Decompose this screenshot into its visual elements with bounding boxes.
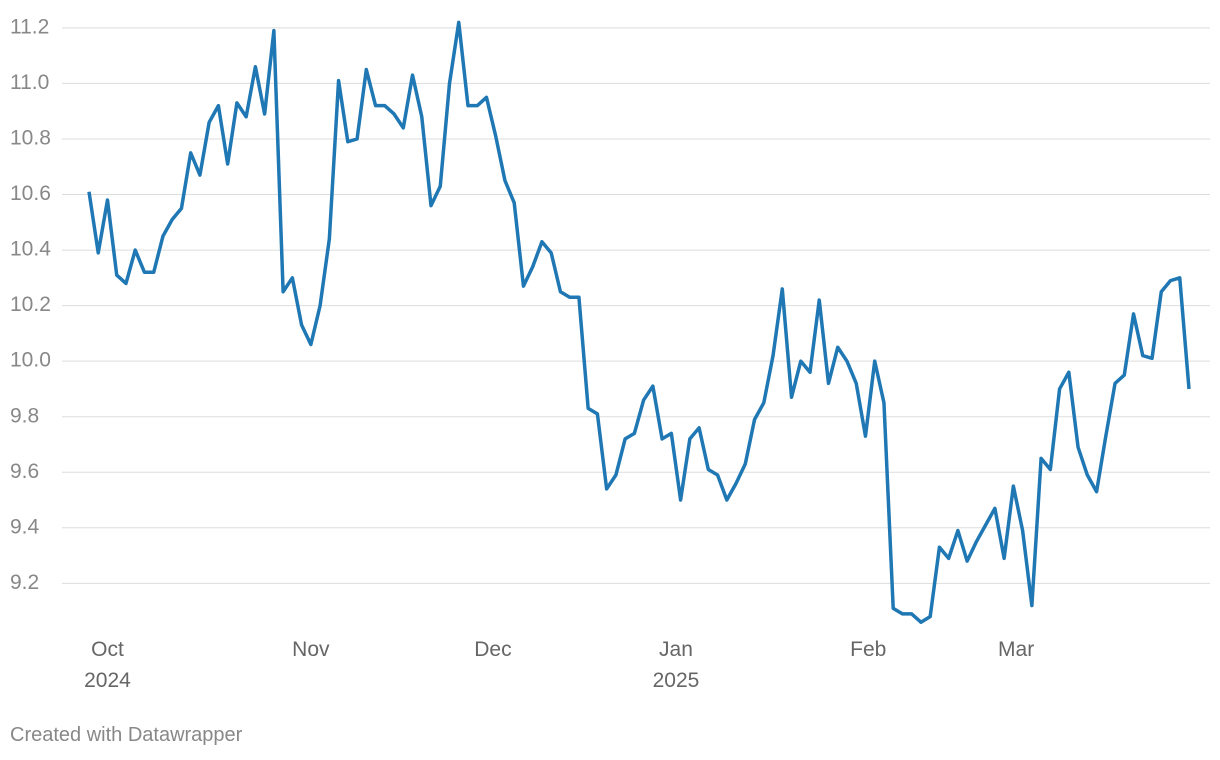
- y-tick-label: 9.2: [10, 571, 39, 594]
- y-tick-label: 10.0: [10, 349, 51, 372]
- y-tick-label: 10.6: [10, 182, 51, 205]
- x-tick-label: Jan 2025: [652, 638, 700, 692]
- line: [87, 20, 1191, 624]
- x-tick-label: Mar: [998, 638, 1035, 661]
- x-tick-label: Feb: [850, 638, 887, 661]
- y-tick-label: 10.2: [10, 293, 51, 316]
- y-tick-label: 9.4: [10, 515, 40, 538]
- x-tick-label: Dec: [474, 638, 512, 661]
- y-tick-label: 11.2: [10, 15, 49, 38]
- y-tick-label: 9.6: [10, 460, 39, 483]
- y-tick-label: 11.0: [10, 71, 49, 94]
- x-tick-label: Nov: [292, 638, 330, 661]
- y-tick-label: 10.8: [10, 127, 51, 150]
- y-tick-label: 10.4: [10, 238, 51, 261]
- x-tick-label: Oct 2024: [84, 638, 131, 692]
- y-tick-label: 9.8: [10, 404, 39, 427]
- footer: Created with Datawrapper: [10, 724, 243, 746]
